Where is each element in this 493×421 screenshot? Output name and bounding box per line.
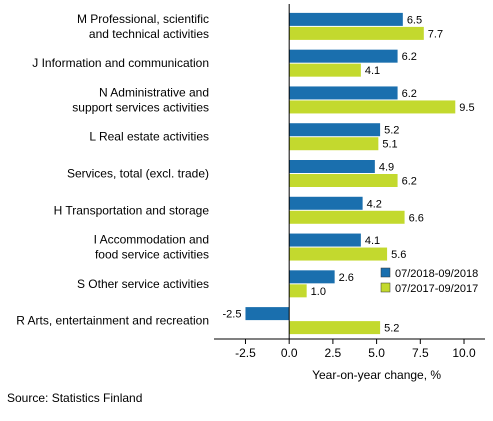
bar-series-2 [289,100,456,114]
category-label: J Information and communication [32,56,209,70]
bar-series-2 [289,321,381,335]
bar-series-1 [289,160,375,173]
x-tick-label: 2.5 [325,346,342,360]
data-label: 1.0 [311,286,326,298]
category-label: I Accommodation and food service activiti… [94,233,209,262]
bar-series-2 [289,284,307,298]
bar-series-1 [289,123,381,137]
category-label: H Transportation and storage [54,203,210,217]
bar-series-1 [289,49,398,63]
data-label: 4.9 [379,162,394,174]
data-label: -2.5 [223,309,242,321]
category-label: M Professional, scientific and technical … [77,12,209,41]
bar-series-2 [289,63,361,77]
legend-label: 07/2018-09/2018 [395,268,478,280]
x-axis-title: Year-on-year change, % [312,368,441,382]
bar-series-1 [289,196,363,210]
bar-series-2 [289,137,379,151]
legend-label: 07/2017-09/2017 [395,283,478,295]
bar-series-1 [245,307,290,321]
bar-series-1 [289,233,361,247]
bar-series-2 [289,210,405,224]
category-label: S Other service activities [77,277,209,291]
data-label: 5.2 [384,125,399,137]
legend-swatch [380,267,391,278]
data-label: 2.6 [339,272,354,284]
bar-series-1 [289,12,403,26]
bar-series-2 [289,247,388,261]
bar-series-1 [289,270,335,284]
category-label: R Arts, entertainment and recreation [16,314,209,328]
category-label: N Administrative and support services act… [72,85,209,114]
data-label: 6.2 [402,176,417,188]
data-label: 6.5 [407,14,422,26]
bar-series-2 [289,174,398,187]
source-note: Source: Statistics Finland [7,391,143,405]
data-label: 6.2 [402,88,417,100]
x-tick-label: 0.0 [281,346,298,360]
category-label: L Real estate activities [89,130,209,144]
x-tick-label: 5.0 [368,346,385,360]
bar-series-1 [289,86,398,100]
bar-series-2 [289,26,424,40]
x-tick-label: 10.0 [452,346,476,360]
x-tick-label: 7.5 [412,346,429,360]
data-label: 6.6 [409,212,424,224]
data-label: 5.6 [391,249,406,261]
category-label: Services, total (excl. trade) [67,167,209,181]
legend-swatch [380,282,391,293]
data-label: 9.5 [459,102,474,114]
data-label: 6.2 [402,51,417,63]
x-tick-label: -2.5 [235,346,256,360]
data-label: 4.2 [367,198,382,210]
data-label: 4.1 [365,235,380,247]
data-label: 4.1 [365,65,380,77]
data-label: 7.7 [428,28,443,40]
data-label: 5.2 [384,323,399,335]
data-label: 5.1 [382,139,397,151]
